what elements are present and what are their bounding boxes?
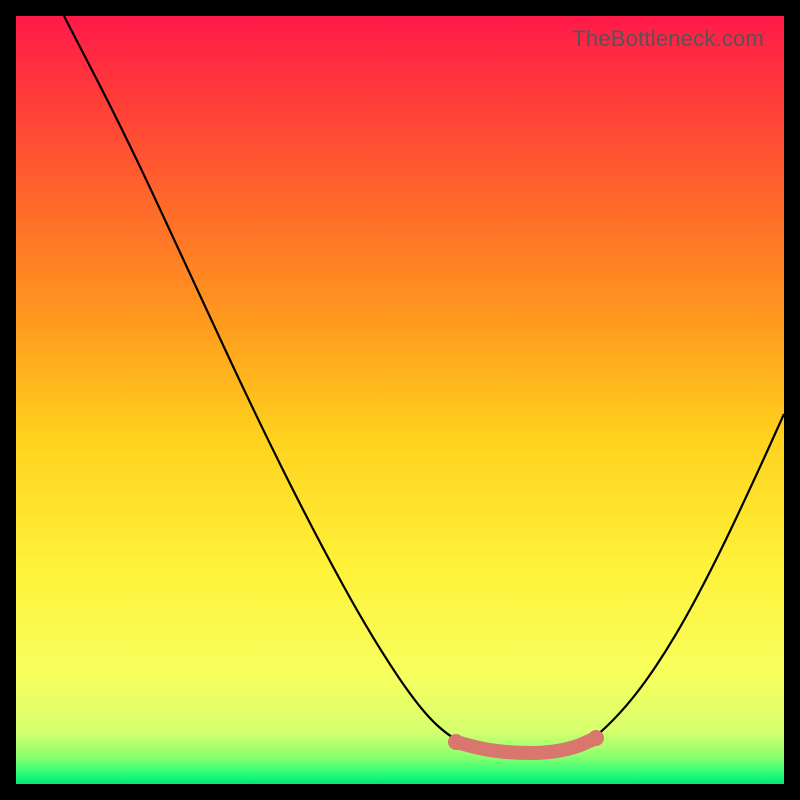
chart-frame: TheBottleneck.com [0,0,800,800]
plot-area: TheBottleneck.com [16,16,784,784]
bottleneck-curve [64,16,784,753]
overlay-dot [448,734,464,750]
optimal-range-overlay [456,738,596,753]
overlay-dot [588,730,604,746]
curve-layer [16,16,784,784]
